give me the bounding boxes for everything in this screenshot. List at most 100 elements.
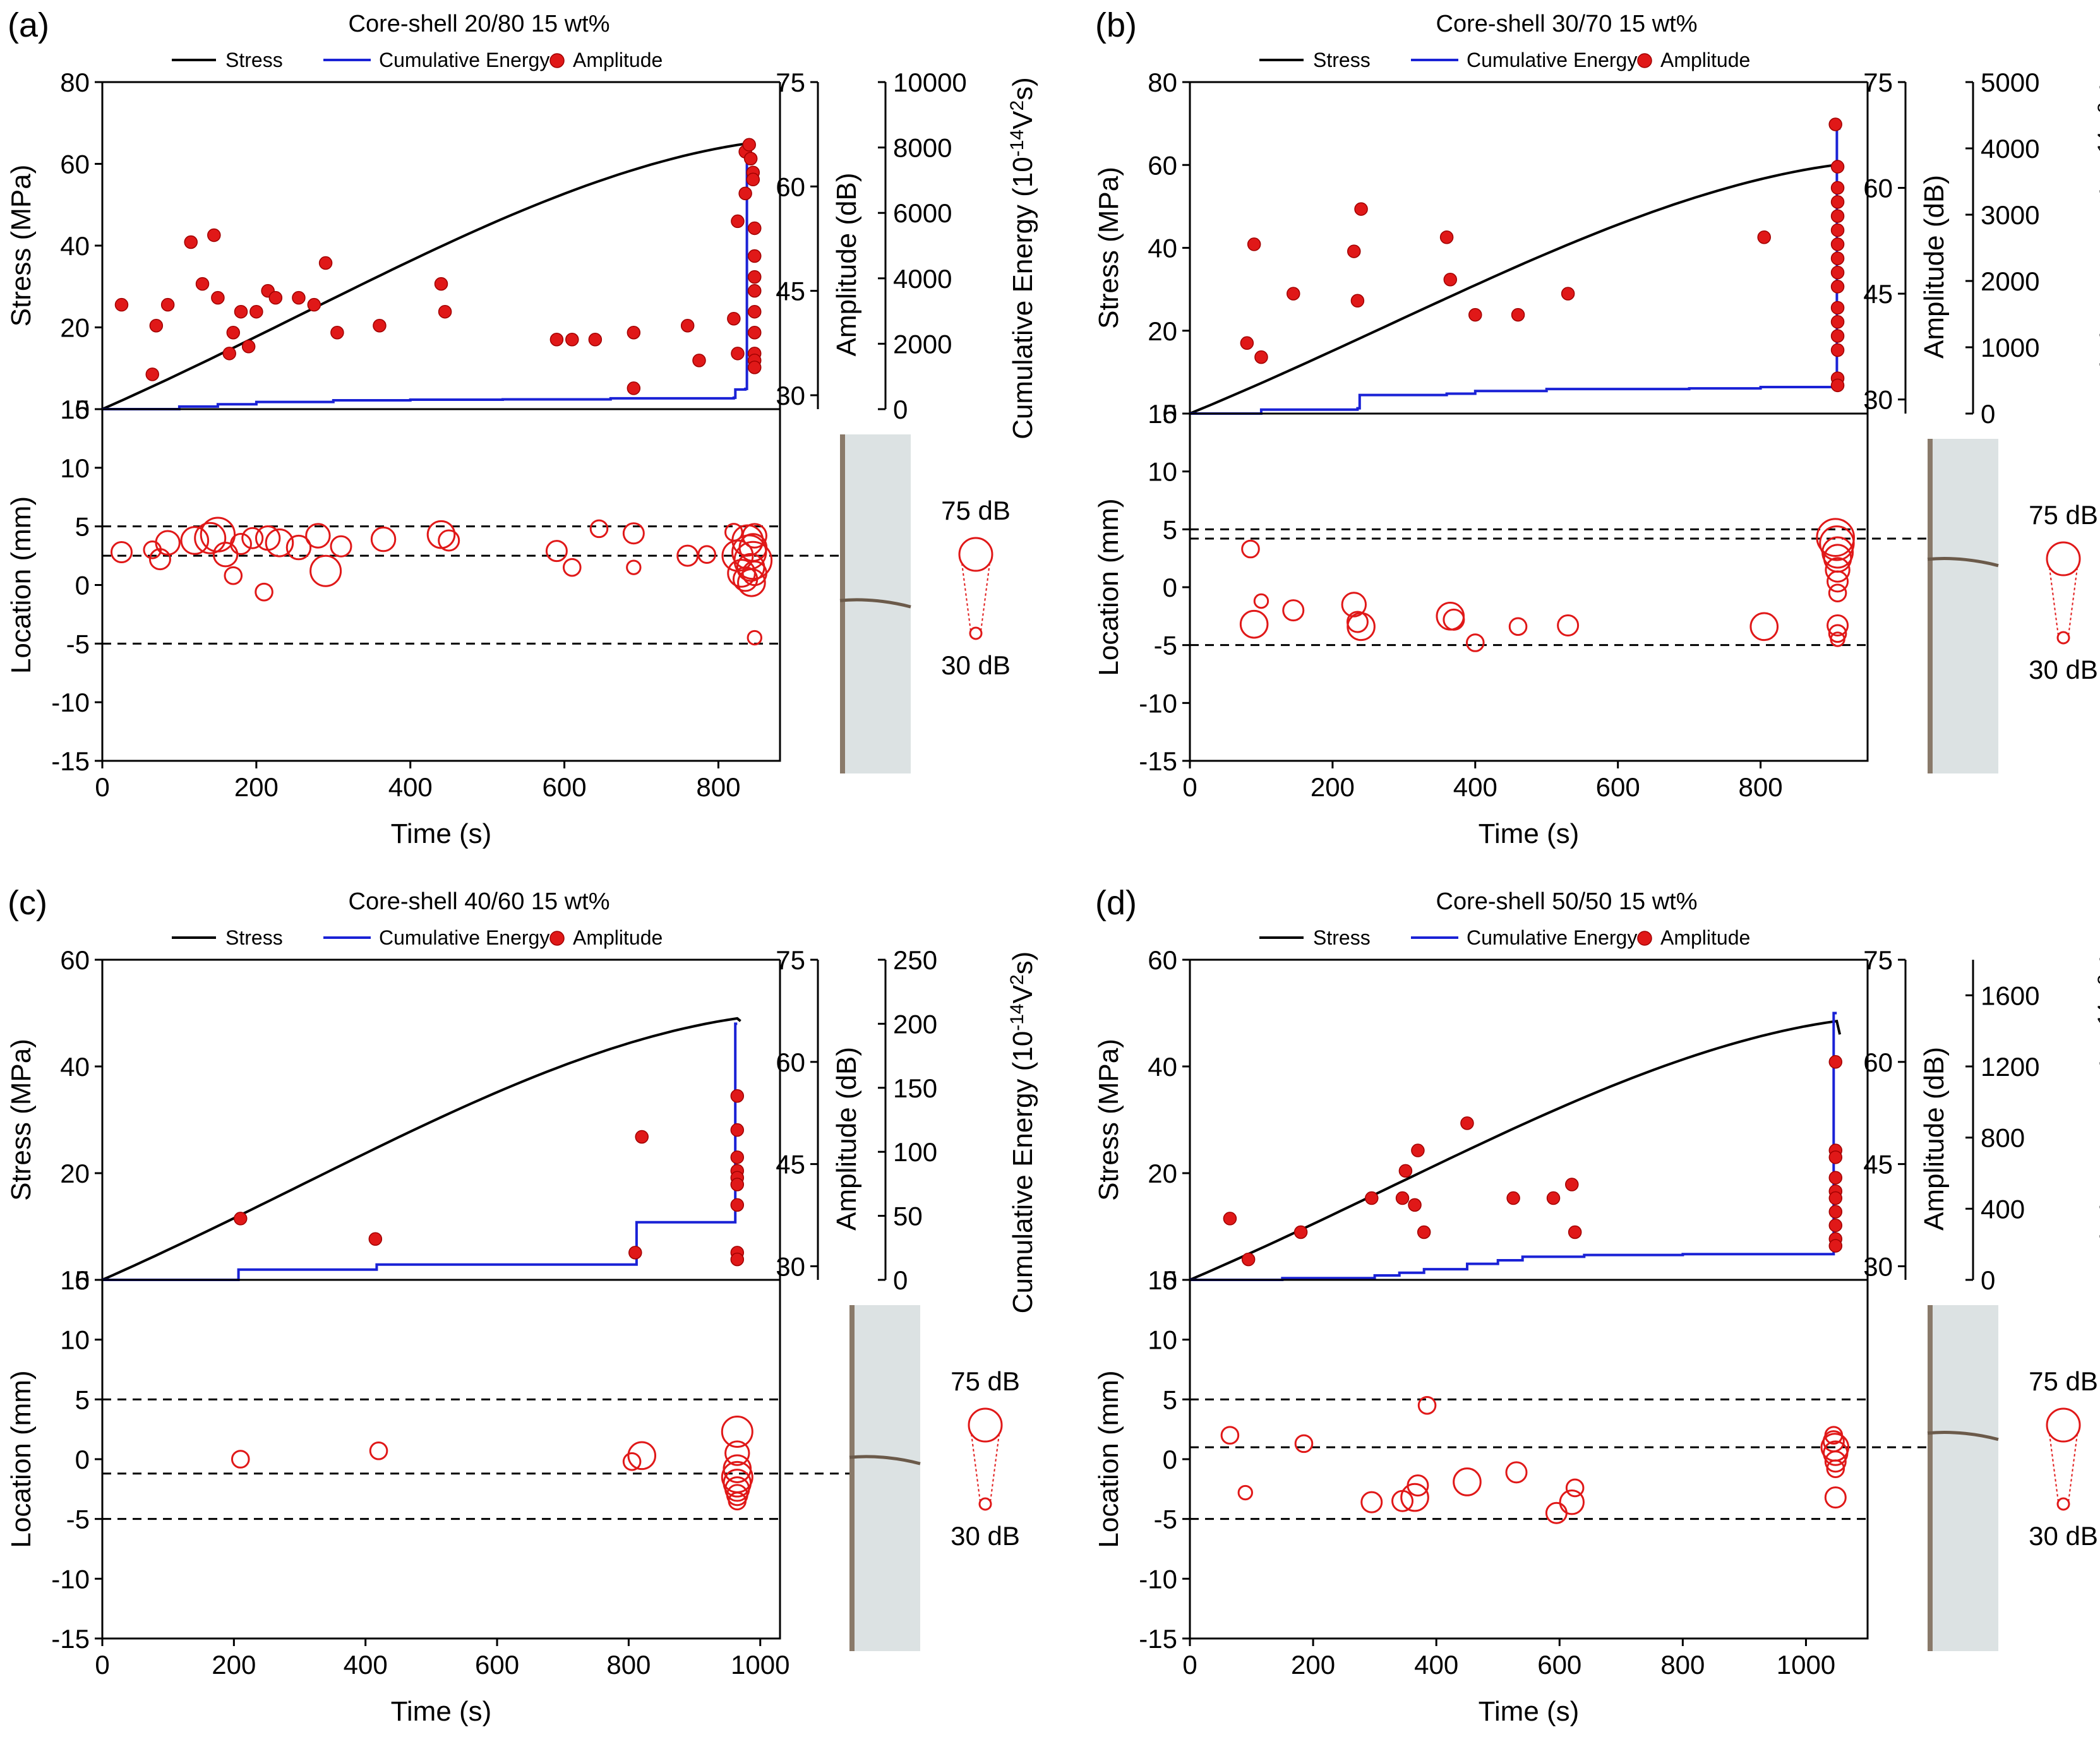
energy-axis-label-part: s) (2095, 80, 2100, 103)
amplitude-point (1830, 181, 1845, 195)
time-tick-label: 1000 (1777, 1650, 1835, 1680)
size-key-small-label: 30 dB (2029, 655, 2098, 684)
amplitude-point (234, 304, 248, 319)
stress-tick-label: 80 (1148, 68, 1177, 97)
amplitude-point (1828, 1239, 1843, 1253)
size-key-connector (990, 1433, 1000, 1503)
location-event (1407, 1474, 1429, 1497)
amplitude-point (1830, 195, 1845, 209)
amplitude-point (748, 270, 762, 284)
energy-tick-label: 0 (893, 395, 908, 424)
location-event (723, 1469, 752, 1498)
stress-tick-label: 60 (1148, 150, 1177, 180)
location-event (1443, 608, 1465, 631)
legend-amplitude-label: Amplitude (1660, 926, 1750, 949)
location-plot: -15 -10 -5 0 5 10 15 Location (mm) 0 200 400 600 800… (6, 395, 875, 849)
amplitude-point (748, 304, 762, 319)
size-key-connector (2068, 567, 2078, 636)
location-tick-label: -10 (51, 688, 90, 717)
amplitude-point (145, 367, 160, 381)
legend-amplitude-label: Amplitude (1660, 49, 1750, 71)
location-event (155, 530, 181, 556)
location-tick-label: 5 (75, 1385, 90, 1414)
energy-tick-label: 1200 (1981, 1052, 2039, 1082)
size-key-small-circle (969, 626, 983, 640)
stress-tick-label: 20 (60, 1159, 90, 1188)
amplitude-point (692, 354, 706, 367)
location-tick-label: -15 (1139, 1624, 1177, 1654)
energy-axis-label-part: 2 (1007, 100, 1028, 111)
location-tick-label: 10 (1148, 1325, 1177, 1355)
amplitude-point (1347, 244, 1361, 258)
location-tick-label: 5 (1163, 1385, 1177, 1414)
energy-axis-label-part: V (2095, 112, 2100, 131)
location-event (1417, 1396, 1437, 1415)
stress-tick-label: 60 (1148, 945, 1177, 975)
energy-axis-label-part: -14 (1007, 1003, 1028, 1030)
location-event (697, 545, 716, 564)
energy-tick-label: 2000 (893, 329, 952, 359)
specimen-body (1928, 1305, 1998, 1651)
amplitude-point (730, 1089, 745, 1103)
amplitude-axis-label: Amplitude (dB) (1919, 1047, 1950, 1231)
location-event (1253, 593, 1269, 609)
location-event (1565, 1478, 1585, 1498)
time-tick-label: 600 (475, 1650, 519, 1680)
amplitude-point (1506, 1191, 1520, 1205)
energy-axis-label-part: Cumulative Energy (10 (1007, 1031, 1038, 1314)
location-event (1816, 518, 1855, 557)
amplitude-point (1411, 1143, 1425, 1157)
location-event (1453, 1467, 1482, 1496)
energy-tick-label: 400 (1981, 1194, 2025, 1224)
amplitude-point (1830, 301, 1845, 315)
energy-axis-label-part: s) (1007, 77, 1038, 100)
amplitude-tick-label: 30 (776, 1251, 805, 1281)
location-event (1360, 1491, 1383, 1513)
size-key-connector (961, 563, 971, 632)
stress-tick-label: 60 (60, 150, 90, 179)
amplitude-point (1443, 273, 1458, 287)
amplitude-point (565, 333, 579, 347)
location-event (1545, 1501, 1568, 1524)
time-tick-label: 800 (1660, 1650, 1705, 1680)
specimen-edge (849, 1305, 855, 1651)
stress-axis-label: Stress (MPa) (1093, 1039, 1124, 1201)
location-tick-label: 5 (75, 512, 90, 542)
time-axis-label: Time (s) (1479, 1696, 1580, 1727)
legend-stress-label: Stress (1313, 49, 1371, 71)
location-tick-label: 0 (1163, 1445, 1177, 1474)
amplitude-point (226, 326, 241, 340)
location-event (741, 560, 767, 587)
amplitude-point (1828, 1150, 1843, 1164)
amplitude-point (1511, 307, 1525, 322)
location-event (1827, 570, 1849, 593)
location-tick-label: 15 (60, 395, 90, 424)
panel-title: Core-shell 20/80 15 wt% (349, 11, 610, 37)
energy-axis-label: Cumulative Energy (10-14V2s) (1007, 77, 1038, 439)
specimen-photo (839, 434, 911, 773)
location-tick-label: -15 (51, 1624, 90, 1654)
time-tick-label: 800 (606, 1650, 651, 1680)
amplitude-point (1828, 117, 1842, 131)
amplitude-point (1417, 1225, 1431, 1239)
stress-tick-label: 40 (1148, 234, 1177, 263)
energy-tick-label: 8000 (893, 133, 952, 163)
location-event (1557, 614, 1580, 636)
panel-d: (d) Core-shell 50/50 15 wt% Stress Cumulati… (1093, 884, 2100, 1727)
location-event (1749, 612, 1779, 642)
location-tick-label: -10 (1139, 1564, 1177, 1594)
amplitude-point (730, 1252, 745, 1267)
legend: Stress Cumulative Energy Amplitude (172, 49, 663, 71)
specimen-body (849, 1305, 920, 1651)
legend-amplitude-swatch (549, 53, 565, 68)
time-tick-label: 200 (1311, 772, 1355, 802)
location-event (622, 522, 645, 545)
location-tick-label: 15 (60, 1265, 90, 1295)
time-tick-label: 0 (95, 772, 109, 802)
location-event (309, 554, 342, 587)
energy-axis-label-part: Cumulative Energy (10 (2095, 1031, 2100, 1314)
energy-axis-label: Cumulative Energy (10-14V2s) (1007, 952, 1038, 1314)
energy-axis-label-part: -14 (1007, 129, 1028, 157)
